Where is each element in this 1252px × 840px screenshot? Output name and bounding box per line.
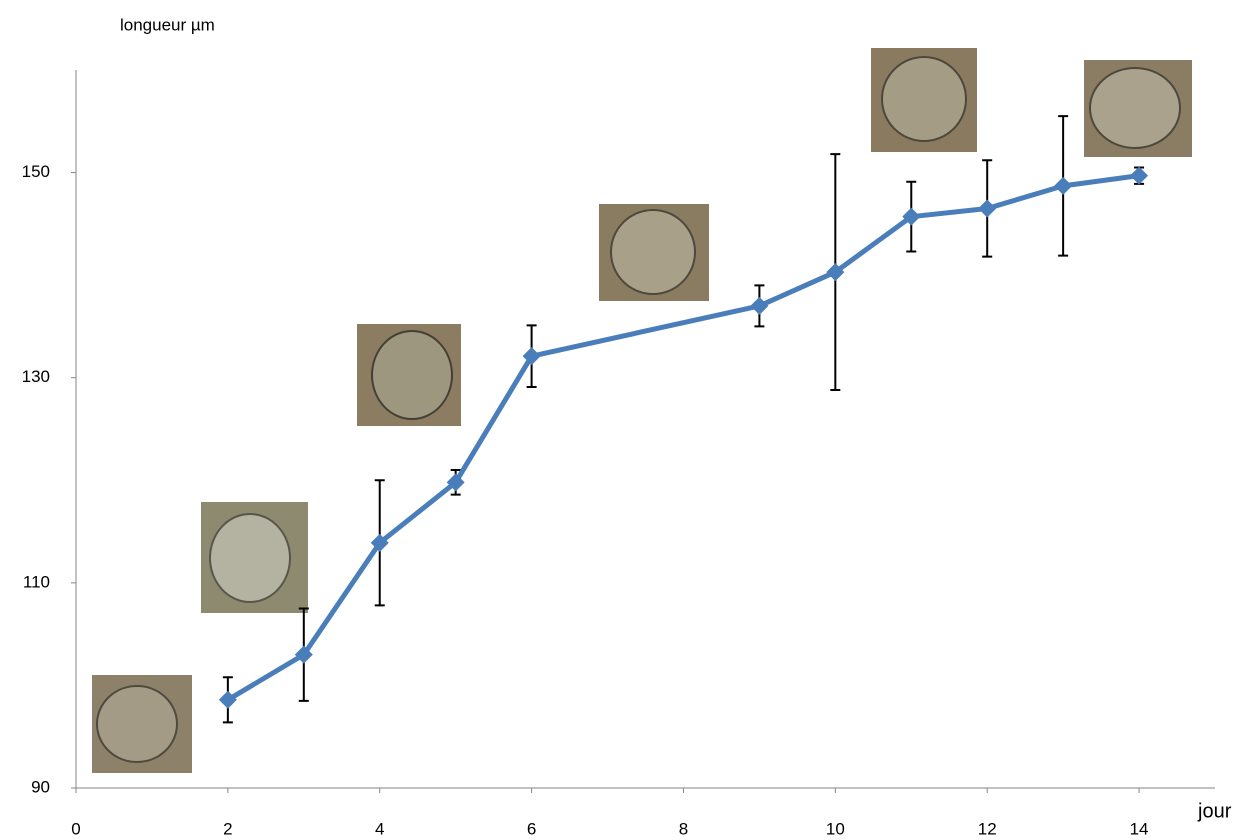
larva	[1090, 68, 1180, 148]
x-tick-label: 12	[978, 819, 997, 838]
marker	[1130, 167, 1148, 185]
y-tick-label: 90	[31, 777, 50, 796]
y-axis-label: longueur µm	[120, 15, 215, 34]
x-tick-label: 2	[223, 819, 232, 838]
x-tick-label: 4	[375, 819, 384, 838]
larva	[97, 686, 177, 762]
larva	[372, 331, 452, 419]
y-tick-label: 110	[23, 572, 50, 591]
marker	[978, 199, 996, 217]
x-tick-label: 10	[826, 819, 845, 838]
marker	[750, 297, 768, 315]
larva	[210, 514, 290, 602]
marker	[1054, 177, 1072, 195]
x-tick-label: 6	[527, 819, 536, 838]
larva	[882, 57, 966, 141]
larva	[611, 210, 695, 294]
x-tick-label: 14	[1130, 819, 1149, 838]
chart: longueur µm jour 90 110 130 150 0 2 4 6 8 10 12 14	[0, 0, 1252, 840]
micrographs	[92, 48, 1192, 773]
y-tick-label: 150	[22, 162, 50, 181]
x-tick-label: 0	[71, 819, 80, 838]
x-axis-label: jour	[1197, 800, 1232, 822]
y-tick-label: 130	[22, 367, 50, 386]
x-tick-label: 8	[679, 819, 688, 838]
